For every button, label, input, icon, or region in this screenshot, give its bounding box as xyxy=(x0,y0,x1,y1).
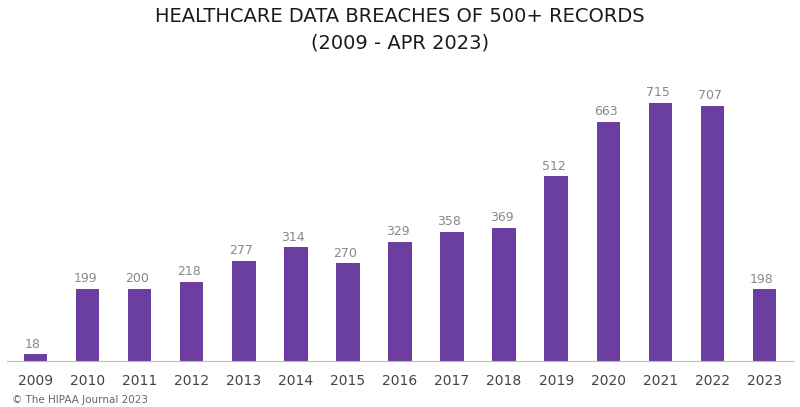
Text: 512: 512 xyxy=(542,160,566,173)
Text: 200: 200 xyxy=(125,272,149,285)
Bar xyxy=(284,247,307,361)
Bar xyxy=(24,354,47,361)
Text: © The HIPAA Journal 2023: © The HIPAA Journal 2023 xyxy=(12,395,148,405)
Text: 218: 218 xyxy=(178,265,201,278)
Bar xyxy=(440,232,464,361)
Bar xyxy=(336,263,360,361)
Text: 18: 18 xyxy=(25,337,41,350)
Bar xyxy=(753,289,776,361)
Text: 277: 277 xyxy=(230,244,253,257)
Bar xyxy=(128,289,151,361)
Bar xyxy=(597,122,620,361)
Text: 707: 707 xyxy=(698,89,722,102)
Text: 663: 663 xyxy=(594,105,618,118)
Bar xyxy=(232,261,255,361)
Text: 715: 715 xyxy=(646,86,670,99)
Bar xyxy=(180,282,203,361)
Text: 314: 314 xyxy=(282,231,305,244)
Bar xyxy=(388,242,412,361)
Text: 329: 329 xyxy=(386,225,410,239)
Text: 270: 270 xyxy=(334,247,358,260)
Bar xyxy=(76,289,99,361)
Bar xyxy=(493,228,516,361)
Bar xyxy=(701,106,724,361)
Text: 369: 369 xyxy=(490,211,514,224)
Text: 358: 358 xyxy=(438,215,462,228)
Bar xyxy=(649,103,672,361)
Text: 198: 198 xyxy=(750,273,774,286)
Bar xyxy=(545,176,568,361)
Text: 199: 199 xyxy=(74,272,97,285)
Title: HEALTHCARE DATA BREACHES OF 500+ RECORDS
(2009 - APR 2023): HEALTHCARE DATA BREACHES OF 500+ RECORDS… xyxy=(155,7,645,53)
